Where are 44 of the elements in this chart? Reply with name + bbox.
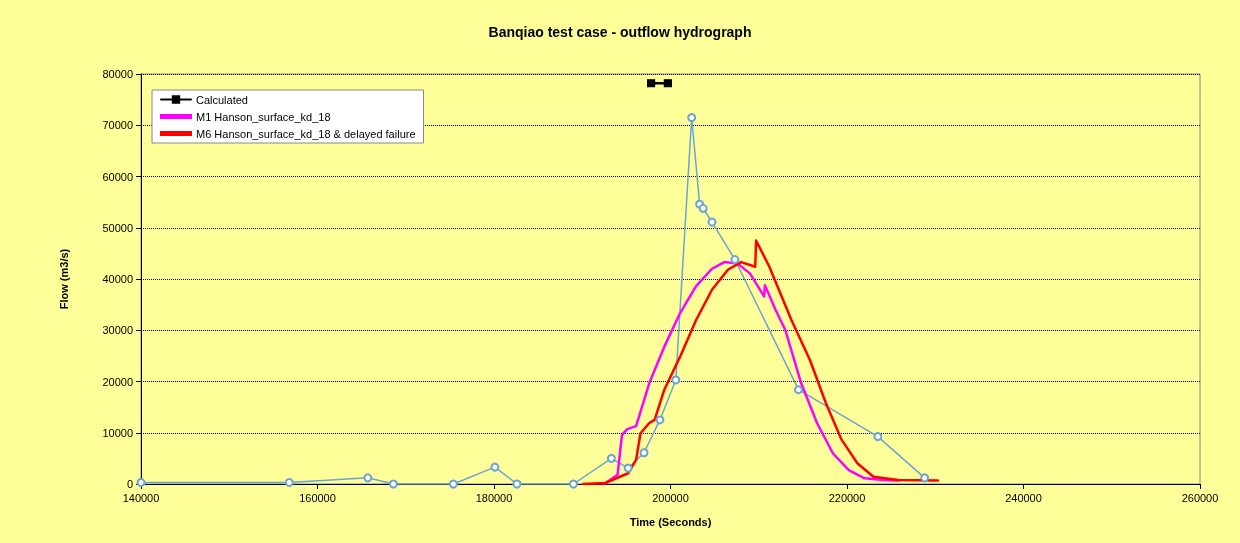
- y-tick-label: 30000: [102, 324, 133, 337]
- y-axis-title: Flow (m3/s): [57, 248, 70, 310]
- point: [363, 473, 373, 483]
- y-tick-label: 10000: [102, 426, 133, 439]
- line-series: [581, 239, 940, 486]
- point: [512, 479, 522, 489]
- x-tick-label: 160000: [299, 491, 336, 504]
- point: [920, 473, 930, 483]
- y-tick-label: 50000: [102, 221, 133, 234]
- y-tick-label: 20000: [102, 375, 133, 388]
- x-tick-label: 240000: [1005, 491, 1042, 504]
- x-tick-label: 220000: [828, 491, 866, 504]
- point: [448, 479, 458, 489]
- x-axis-title: Time (Seconds): [629, 515, 712, 528]
- point: [663, 79, 672, 88]
- chart-title: Banqiao test case - outflow hydrograph: [488, 24, 752, 40]
- point: [873, 432, 883, 442]
- y-tick-label: 80000: [102, 68, 133, 80]
- x-tick-label: 260000: [1181, 491, 1219, 504]
- point: [687, 113, 697, 123]
- point: [388, 479, 398, 489]
- point: [639, 448, 649, 458]
- point: [623, 463, 633, 473]
- legend-label: M6 Hanson_surface_kd_18 & delayed failure: [196, 127, 416, 140]
- point: [655, 415, 665, 425]
- point: [730, 255, 740, 265]
- point: [606, 453, 616, 463]
- y-tick-label: 60000: [102, 170, 133, 183]
- legend-label: M1 Hanson_surface_kd_18: [196, 110, 331, 123]
- point: [284, 477, 294, 487]
- y-tick-label: 0: [126, 478, 133, 490]
- point: [646, 79, 656, 88]
- point: [490, 462, 500, 472]
- y-tick-label: 70000: [102, 119, 133, 132]
- x-tick-label: 200000: [652, 491, 689, 504]
- legend-label: Calculated: [196, 93, 248, 106]
- x-tick-label: 180000: [475, 491, 513, 504]
- point: [671, 375, 681, 385]
- y-tick-label: 40000: [102, 273, 133, 285]
- point: [707, 217, 717, 227]
- point: [793, 385, 803, 395]
- point: [568, 479, 578, 489]
- x-tick-label: 140000: [122, 491, 160, 504]
- point: [698, 203, 708, 213]
